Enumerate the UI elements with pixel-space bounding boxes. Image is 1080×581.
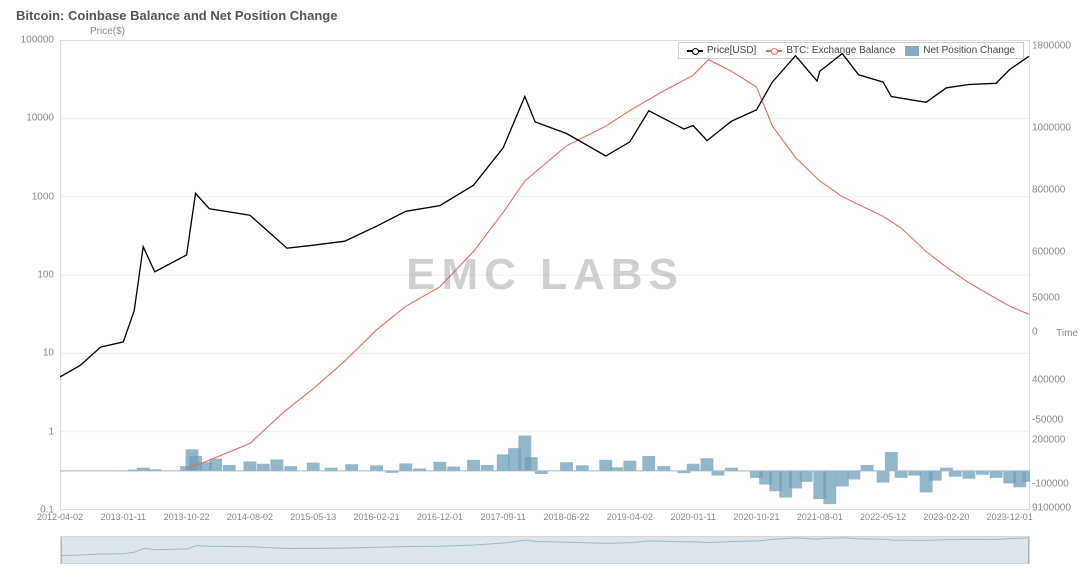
y-left-ticks: 0.1110100100010000100000 bbox=[0, 40, 58, 510]
y-left-axis-label: Price($) bbox=[90, 26, 125, 37]
plot-area[interactable]: EMC LABS bbox=[60, 40, 1030, 510]
plot-svg bbox=[60, 40, 1030, 510]
brush-selection[interactable] bbox=[61, 537, 1029, 563]
x-ticks: 2012-04-022013-01-112013-10-222014-08-02… bbox=[60, 512, 1030, 528]
chart-title: Bitcoin: Coinbase Balance and Net Positi… bbox=[16, 8, 337, 23]
chart-container: Bitcoin: Coinbase Balance and Net Positi… bbox=[0, 0, 1080, 581]
time-brush[interactable] bbox=[60, 536, 1030, 564]
y-right-ticks: -100000-50000050000200000400000600000800… bbox=[1028, 40, 1080, 510]
